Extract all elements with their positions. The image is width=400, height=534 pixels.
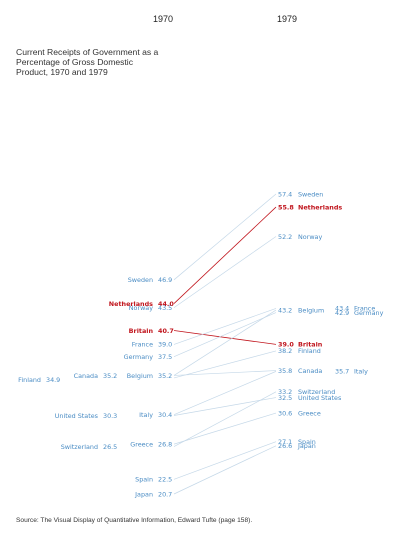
label-1979-value-britain: 39.0 (278, 341, 294, 349)
label-1979-value-japan: 26.6 (278, 442, 292, 450)
slope-line-germany (173, 312, 277, 357)
label-1970-name-italy: Italy (139, 411, 153, 419)
label-1970-value-britain: 40.7 (158, 327, 174, 335)
label-1970-value-japan: 20.7 (158, 490, 172, 498)
label-1970-name-greece: Greece (130, 440, 153, 448)
label-1979-value-spain: 27.1 (278, 438, 292, 446)
label-1970-value-belgium: 35.2 (158, 372, 172, 380)
label-1979-value-switzerland: 33.2 (278, 388, 292, 396)
label-1979-value-netherlands: 55.8 (278, 203, 294, 211)
label-1979-name-united-states: United States (298, 394, 342, 402)
slope-line-britain (173, 330, 277, 345)
label-1979-value-france: 43.4 (335, 305, 349, 313)
label-1970-value-spain: 22.5 (158, 476, 172, 484)
slope-lines (173, 193, 277, 495)
label-1970-name-spain: Spain (135, 476, 153, 484)
label-1970-name-sweden: Sweden (128, 276, 153, 284)
label-1970-value-france: 39.0 (158, 341, 172, 349)
label-1979-value-italy: 35.7 (335, 368, 349, 376)
slope-line-netherlands (173, 206, 277, 304)
label-1979-name-japan: Japan (297, 442, 316, 450)
label-1970-value-greece: 26.8 (158, 440, 172, 448)
label-1979-name-sweden: Sweden (298, 190, 323, 198)
label-1979-value-greece: 30.6 (278, 409, 292, 417)
label-1970-value-finland: 34.9 (46, 376, 60, 384)
label-1970-value-canada: 35.2 (103, 372, 117, 380)
slope-line-france (173, 308, 277, 345)
label-1979-name-belgium: Belgium (298, 306, 324, 314)
label-1970-value-sweden: 46.9 (158, 276, 172, 284)
label-1970-name-netherlands: Netherlands (109, 300, 153, 308)
slope-line-belgium (173, 309, 277, 376)
slope-line-norway (173, 236, 277, 308)
chart-title-line-1: Current Receipts of Government as a (16, 47, 159, 57)
source-note: Source: The Visual Display of Quantitati… (16, 517, 252, 524)
slope-labels: Sweden 46.9 57.4 Sweden Netherlands 44.0 55.8 N… (18, 190, 383, 498)
label-1979-name-greece: Greece (298, 409, 321, 417)
label-1979-name-spain: Spain (298, 438, 316, 446)
slope-line-spain (173, 441, 277, 480)
slope-line-greece (173, 412, 277, 445)
label-1970-name-canada: Canada (74, 372, 98, 380)
label-1979-name-france: France (354, 305, 375, 313)
slope-line-canada (173, 370, 277, 376)
year-label-1970: 1970 (153, 14, 173, 24)
label-1970-name-japan: Japan (134, 490, 153, 498)
slope-line-finland (173, 350, 277, 379)
chart-title-line-3: Product, 1970 and 1979 (16, 67, 108, 77)
label-1979-name-canada: Canada (298, 367, 322, 375)
label-1970-value-switzerland: 26.5 (103, 443, 117, 451)
label-1970-value-italy: 30.4 (158, 411, 172, 419)
label-1979-value-sweden: 57.4 (278, 190, 292, 198)
label-1979-name-germany: Germany (354, 309, 384, 317)
label-1970-name-norway: Norway (129, 304, 153, 312)
label-1970-value-netherlands: 44.0 (158, 300, 174, 308)
label-1979-value-belgium: 43.2 (278, 306, 292, 314)
label-1979-value-finland: 38.2 (278, 347, 292, 355)
label-1979-name-italy: Italy (354, 368, 368, 376)
label-1979-name-switzerland: Switzerland (298, 388, 335, 396)
label-1970-value-germany: 37.5 (158, 353, 172, 361)
label-1979-name-finland: Finland (298, 347, 321, 355)
label-1979-name-netherlands: Netherlands (298, 203, 342, 211)
label-1970-name-switzerland: Switzerland (61, 443, 98, 451)
label-1970-value-norway: 43.5 (158, 304, 172, 312)
label-1979-name-britain: Britain (298, 341, 323, 349)
label-1970-name-belgium: Belgium (127, 372, 153, 380)
slope-line-switzerland (173, 391, 277, 447)
label-1979-value-canada: 35.8 (278, 367, 292, 375)
label-1970-name-united-states: United States (55, 412, 99, 420)
slope-line-united-states (173, 397, 277, 416)
label-1970-name-france: France (132, 341, 153, 349)
label-1970-value-united-states: 30.3 (103, 412, 117, 420)
label-1970-name-britain: Britain (129, 327, 154, 335)
slope-line-japan (173, 445, 277, 495)
label-1970-name-germany: Germany (124, 353, 154, 361)
label-1979-value-united-states: 32.5 (278, 394, 292, 402)
label-1979-value-norway: 52.2 (278, 233, 292, 241)
slope-line-sweden (173, 193, 277, 281)
label-1979-value-germany: 42.9 (335, 309, 349, 317)
label-1970-name-finland: Finland (18, 376, 41, 384)
year-label-1979: 1979 (277, 14, 297, 24)
label-1979-name-norway: Norway (298, 233, 322, 241)
slope-line-italy (173, 371, 277, 416)
chart-title-line-2: Percentage of Gross Domestic (16, 57, 134, 67)
